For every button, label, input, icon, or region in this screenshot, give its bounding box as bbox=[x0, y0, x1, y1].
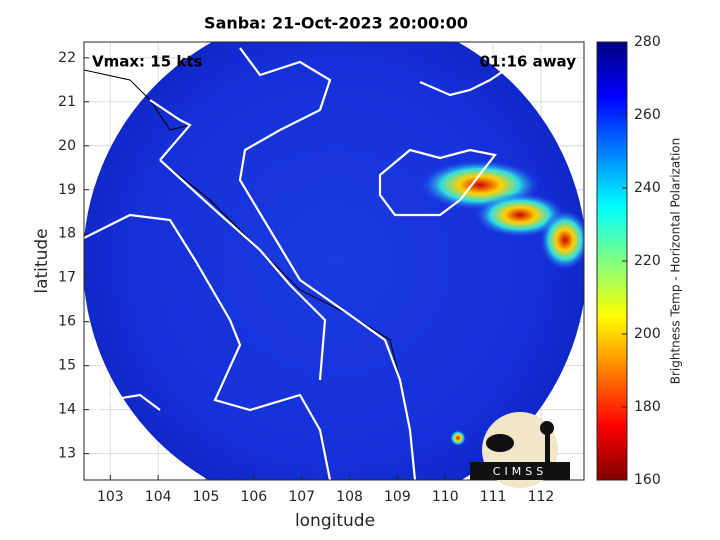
satellite-swath bbox=[84, 42, 584, 480]
y-tick-label: 20 bbox=[58, 138, 76, 154]
y-tick-label: 13 bbox=[58, 446, 76, 462]
colorbar-tick-label: 180 bbox=[634, 399, 661, 415]
colorbar-tick-label: 200 bbox=[634, 326, 661, 342]
x-tick-label: 109 bbox=[384, 489, 411, 505]
cimss-logo: CIMSS bbox=[470, 412, 570, 488]
chart-title: Sanba: 21-Oct-2023 20:00:00 bbox=[204, 14, 468, 33]
y-tick-label: 21 bbox=[58, 94, 76, 110]
colorbar-tick-label: 260 bbox=[634, 107, 661, 123]
y-tick-label: 22 bbox=[58, 50, 76, 66]
y-tick-label: 18 bbox=[58, 226, 76, 242]
x-tick-label: 106 bbox=[240, 489, 267, 505]
x-tick-label: 104 bbox=[145, 489, 172, 505]
colorbar-label: Brightness Temp - Horizontal Polarizatio… bbox=[669, 138, 683, 385]
x-axis-label: longitude bbox=[295, 511, 375, 531]
colorbar-tick-label: 160 bbox=[634, 472, 661, 488]
x-tick-label: 112 bbox=[528, 489, 555, 505]
logo-text: CIMSS bbox=[493, 465, 547, 478]
x-tick-label: 107 bbox=[288, 489, 315, 505]
colorbar-tick-label: 240 bbox=[634, 180, 661, 196]
y-tick-label: 16 bbox=[58, 314, 76, 330]
y-tick-label: 15 bbox=[58, 358, 76, 374]
x-tick-label: 111 bbox=[480, 489, 507, 505]
x-tick-label: 110 bbox=[432, 489, 459, 505]
y-tick-label: 14 bbox=[58, 402, 76, 418]
colorbar-tick-label: 280 bbox=[634, 34, 661, 50]
axes-box bbox=[83, 41, 585, 481]
x-tick-label: 103 bbox=[97, 489, 124, 505]
x-tick-label: 105 bbox=[193, 489, 220, 505]
y-tick-label: 19 bbox=[58, 182, 76, 198]
y-tick-label: 17 bbox=[58, 270, 76, 286]
annotation: Vmax: 15 kts bbox=[92, 53, 202, 71]
y-axis-label: latitude bbox=[32, 228, 52, 293]
colorbar-tick-label: 220 bbox=[634, 253, 661, 269]
annotation: 01:16 away bbox=[480, 53, 577, 71]
x-tick-label: 108 bbox=[336, 489, 363, 505]
